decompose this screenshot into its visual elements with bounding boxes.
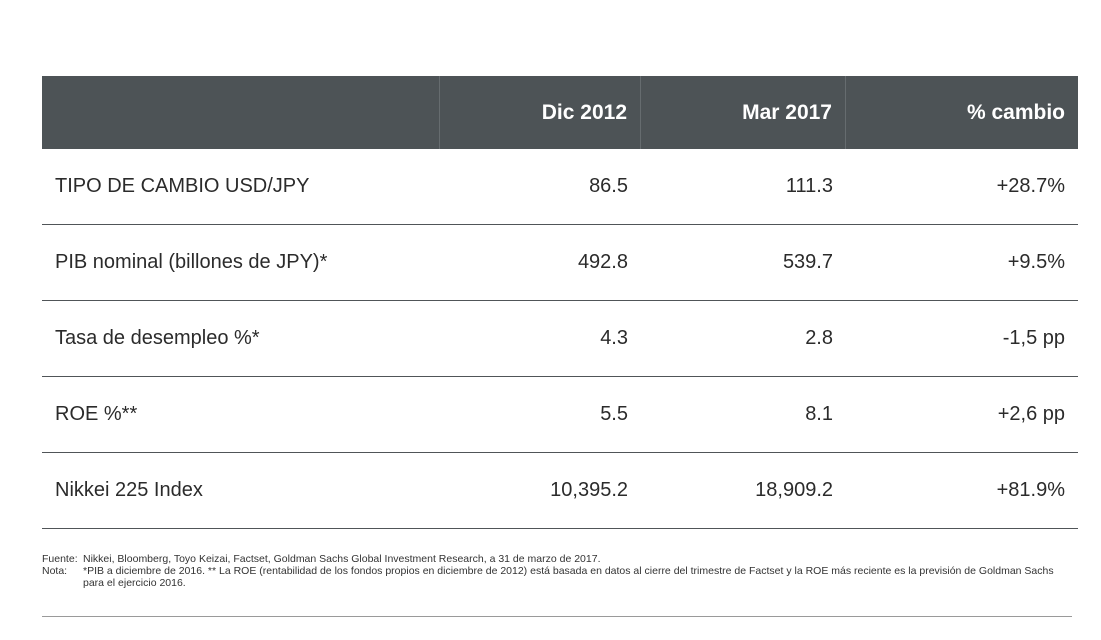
value-mar-2017: 8.1 [805, 403, 833, 425]
table-header: Dic 2012 Mar 2017 % cambio [42, 76, 1078, 149]
value-dic-2012: 492.8 [577, 251, 628, 273]
value-cambio: +9.5% [1007, 251, 1065, 273]
table-row: Nikkei 225 Index 10,395.2 18,909.2 +81.9… [42, 453, 1078, 529]
value-mar-2017: 539.7 [782, 251, 833, 273]
value-dic-2012: 86.5 [589, 175, 628, 197]
value-mar-2017: 111.3 [785, 175, 833, 197]
value-cambio: +2,6 pp [997, 403, 1065, 425]
source-key: Fuente: [42, 553, 78, 565]
header-cell-cambio: % cambio [966, 100, 1065, 124]
value-cambio: +28.7% [996, 175, 1065, 197]
row-label: Nikkei 225 Index [55, 479, 203, 501]
row-label: Tasa de desempleo %* [55, 327, 260, 349]
value-mar-2017: 2.8 [805, 327, 833, 349]
header-cell-mar-2017: Mar 2017 [641, 76, 846, 149]
row-label: TIPO DE CAMBIO USD/JPY [55, 175, 310, 197]
table-row: Tasa de desempleo %* 4.3 2.8 -1,5 pp [42, 301, 1078, 377]
table-row: ROE %** 5.5 8.1 +2,6 pp [42, 377, 1078, 453]
header-cell-label [42, 76, 440, 149]
value-mar-2017: 18,909.2 [755, 479, 833, 501]
value-dic-2012: 4.3 [600, 327, 628, 349]
footnotes: Fuente: Nikkei, Bloomberg, Toyo Keizai, … [42, 553, 1072, 589]
note-text: *PIB a diciembre de 2016. ** La ROE (ren… [83, 565, 1054, 589]
source-footnote: Fuente: Nikkei, Bloomberg, Toyo Keizai, … [42, 553, 1072, 565]
value-dic-2012: 5.5 [600, 403, 628, 425]
table-row: TIPO DE CAMBIO USD/JPY 86.5 111.3 +28.7% [42, 149, 1078, 225]
row-label: ROE %** [55, 403, 138, 425]
data-table: Dic 2012 Mar 2017 % cambio TIPO DE CAMBI… [42, 76, 1078, 529]
table-row: PIB nominal (billones de JPY)* 492.8 539… [42, 225, 1078, 301]
value-cambio: +81.9% [996, 479, 1065, 501]
header-cell-dic-2012: Dic 2012 [440, 76, 641, 149]
note-key: Nota: [42, 565, 68, 577]
value-dic-2012: 10,395.2 [550, 479, 628, 501]
note-footnote: Nota: *PIB a diciembre de 2016. ** La RO… [42, 565, 1072, 589]
bottom-divider [42, 616, 1072, 617]
value-cambio: -1,5 pp [1002, 327, 1065, 349]
row-label: PIB nominal (billones de JPY)* [55, 251, 328, 273]
source-text: Nikkei, Bloomberg, Toyo Keizai, Factset,… [83, 553, 601, 565]
